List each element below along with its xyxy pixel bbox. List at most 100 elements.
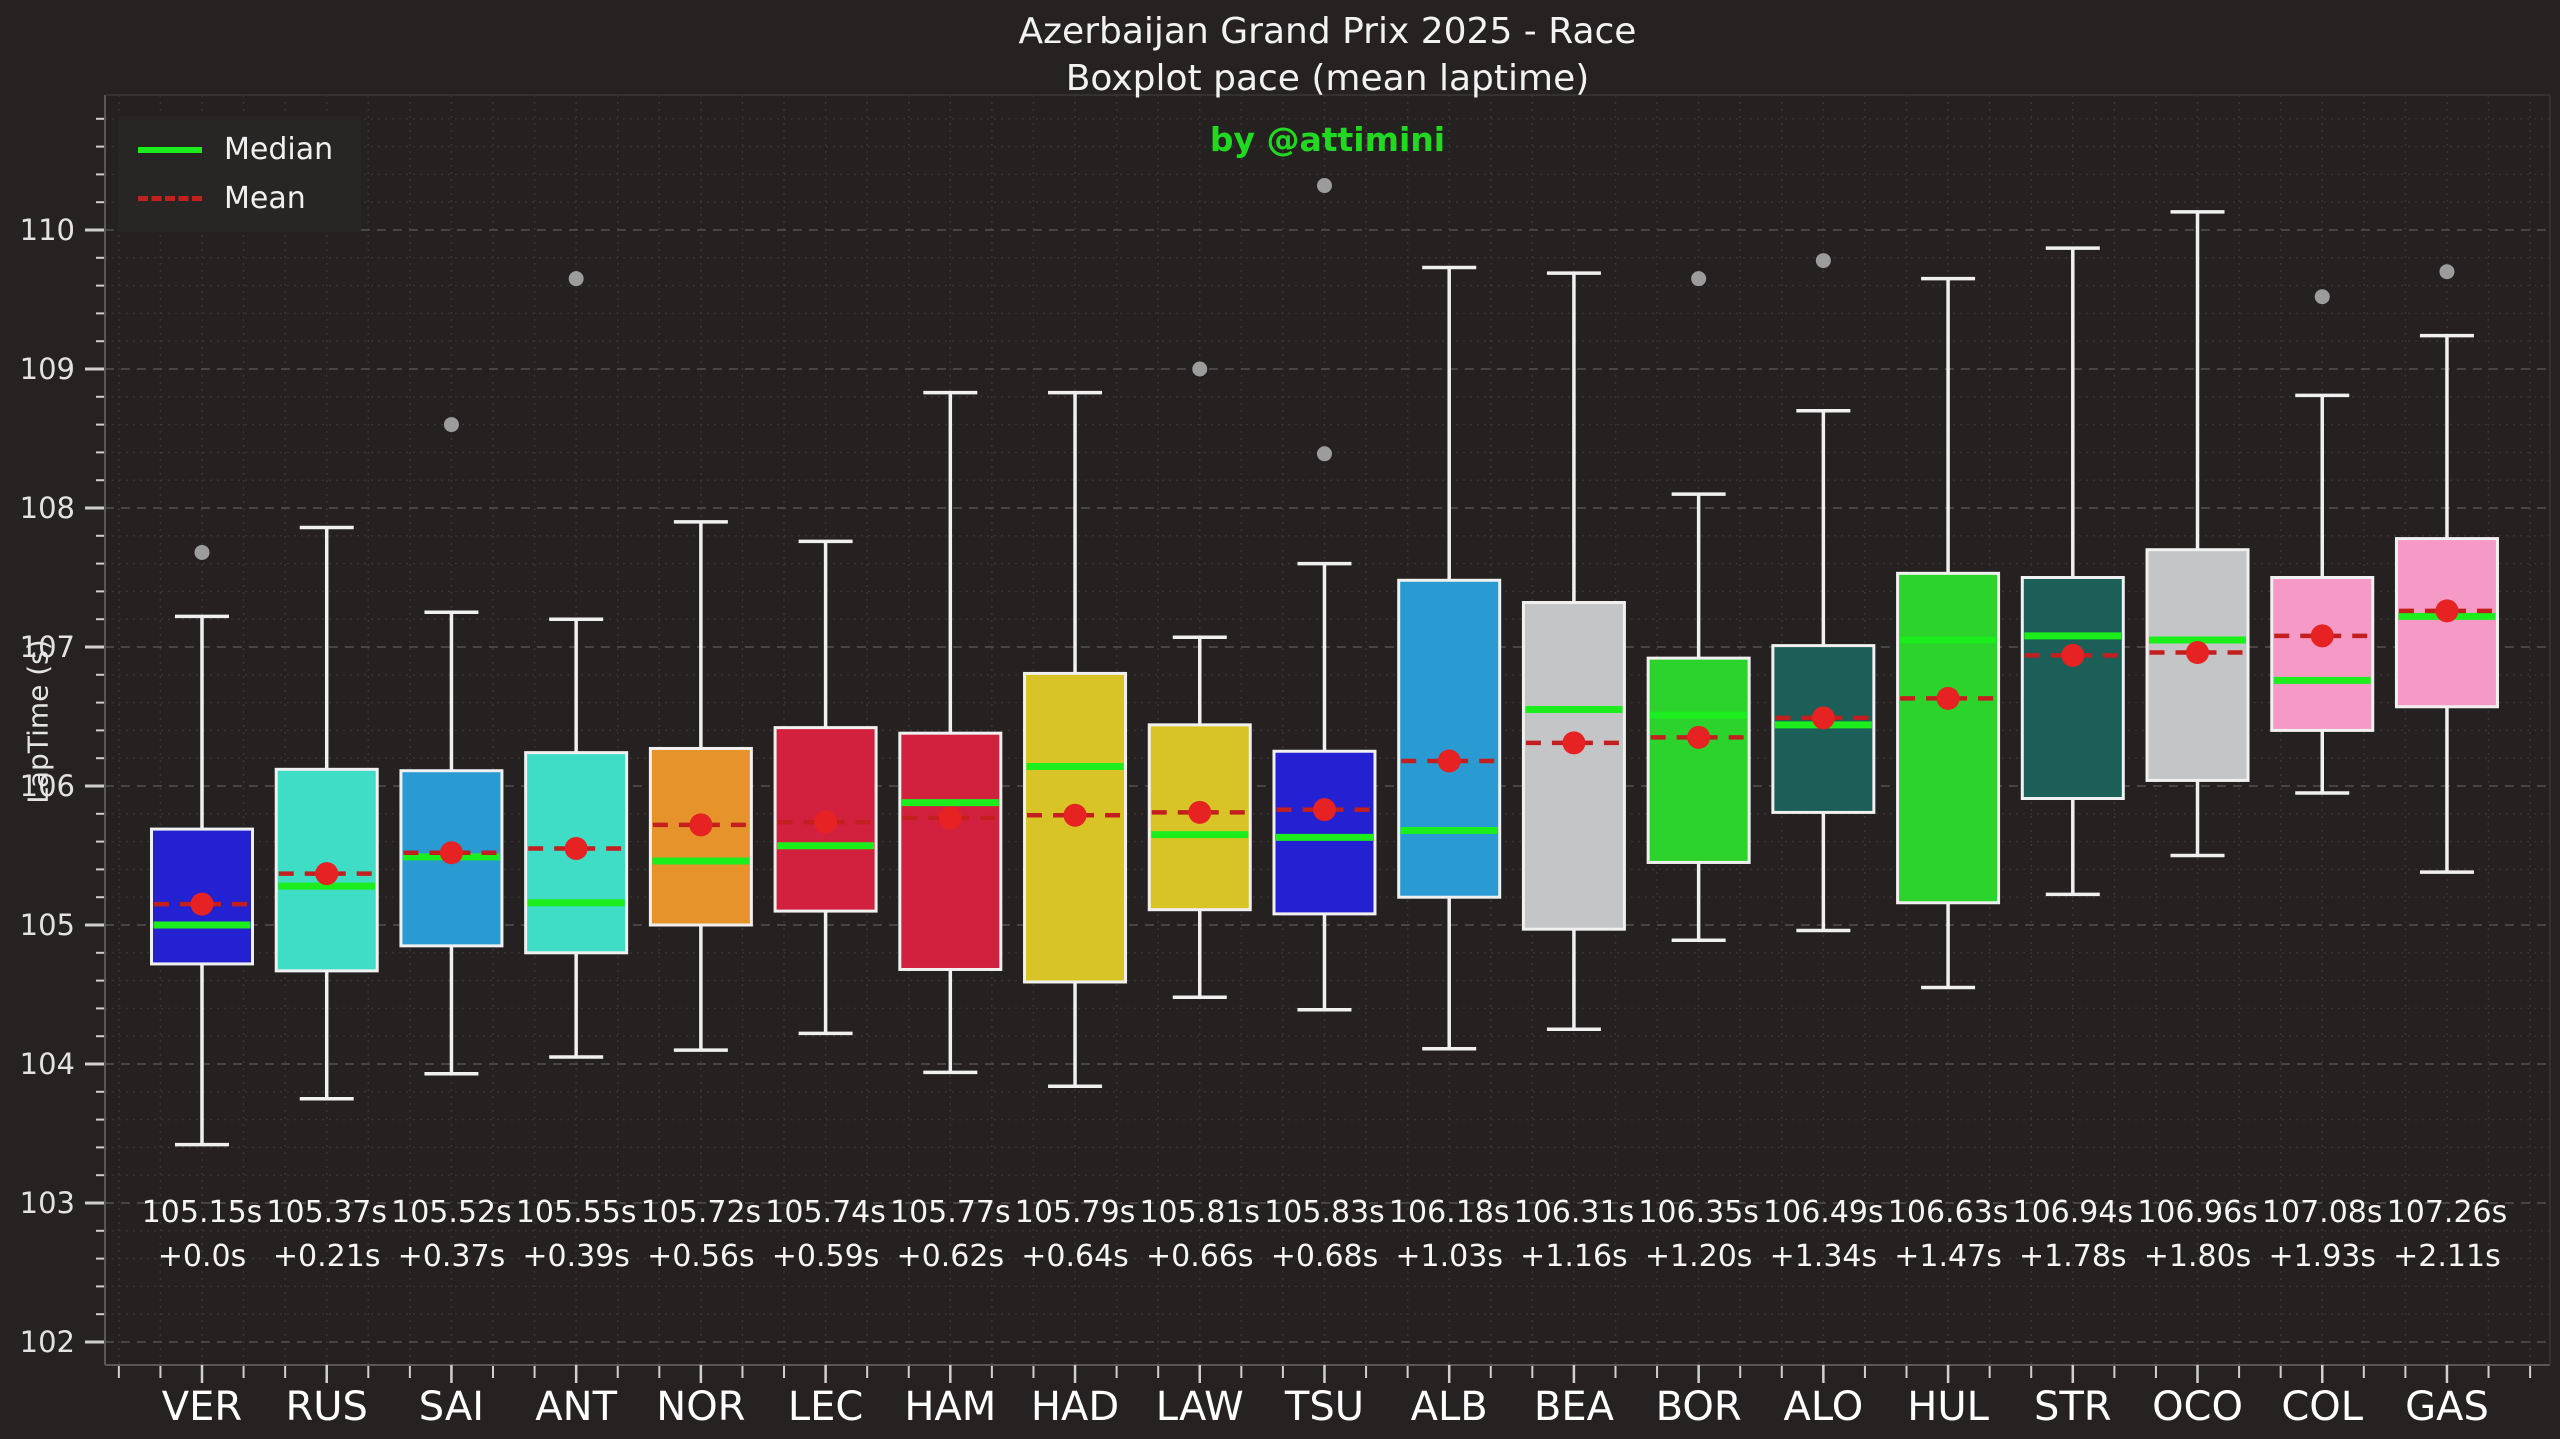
mean-time-label: 106.96s — [2137, 1195, 2258, 1230]
mean-time-label: 105.74s — [765, 1195, 886, 1230]
boxplot-LAW: 105.81s +0.66s LAW — [1139, 361, 1260, 1430]
y-tick-label: 110 — [20, 213, 75, 247]
outlier-point — [1192, 361, 1208, 377]
mean-time-label: 105.15s — [142, 1195, 263, 1230]
boxplot-NOR: 105.72s +0.56s NOR — [641, 520, 762, 1430]
mean-marker — [439, 841, 463, 865]
boxplot-ALO: 106.49s +1.34s ALO — [1763, 253, 1884, 1430]
x-tick-label-LEC: LEC — [788, 1384, 864, 1430]
y-tick-label: 108 — [20, 491, 75, 525]
boxplot-ANT: 105.55s +0.39s ANT — [516, 271, 637, 1430]
mean-marker — [938, 806, 962, 830]
outlier-point — [2314, 289, 2330, 305]
x-tick-label-BEA: BEA — [1534, 1384, 1615, 1430]
mean-marker — [1936, 686, 1960, 710]
mean-marker — [2310, 624, 2334, 648]
mean-marker — [1312, 798, 1336, 822]
delta-time-label: +1.16s — [1520, 1239, 1628, 1274]
mean-time-label: 106.63s — [1888, 1195, 2009, 1230]
mean-marker — [2061, 643, 2085, 667]
legend: Median Mean — [118, 116, 362, 232]
iqr-box — [150, 827, 254, 966]
mean-marker — [1063, 803, 1087, 827]
y-tick-label: 105 — [20, 908, 75, 942]
mean-marker — [190, 892, 214, 916]
boxplot-STR: 106.94s +1.78s STR — [2012, 246, 2133, 1430]
x-tick-label-ALB: ALB — [1411, 1384, 1488, 1430]
mean-time-label: 105.52s — [391, 1195, 512, 1230]
mean-marker — [1811, 706, 1835, 730]
mean-time-label: 106.49s — [1763, 1195, 1884, 1230]
chart-title-line1: Azerbaijan Grand Prix 2025 - Race — [1018, 11, 1637, 52]
x-tick-label-OCO: OCO — [2152, 1384, 2243, 1430]
chart-subtitle: by @attimini — [1209, 120, 1446, 159]
mean-marker — [689, 813, 713, 837]
delta-time-label: +0.59s — [772, 1239, 880, 1274]
median-line-icon — [138, 146, 202, 153]
x-tick-label-GAS: GAS — [2405, 1384, 2489, 1430]
y-tick-label: 109 — [20, 352, 75, 386]
mean-marker — [315, 862, 339, 886]
mean-time-label: 105.81s — [1139, 1195, 1260, 1230]
mean-time-label: 105.79s — [1015, 1195, 1136, 1230]
mean-time-label: 105.55s — [516, 1195, 637, 1230]
boxplot-HUL: 106.63s +1.47s HUL — [1888, 276, 2009, 1430]
outlier-point — [1316, 446, 1332, 462]
x-tick-label-VER: VER — [162, 1384, 242, 1430]
iqr-box — [898, 731, 1003, 971]
delta-time-label: +1.78s — [2019, 1239, 2127, 1274]
x-tick-label-LAW: LAW — [1156, 1384, 1244, 1430]
x-tick-label-HAD: HAD — [1031, 1384, 1119, 1430]
x-tick-label-STR: STR — [2034, 1384, 2112, 1430]
mean-time-label: 105.83s — [1264, 1195, 1385, 1230]
x-tick-label-TSU: TSU — [1284, 1384, 1364, 1430]
delta-time-label: +1.93s — [2268, 1239, 2376, 1274]
iqr-box — [2270, 576, 2375, 732]
mean-time-label: 105.72s — [641, 1195, 762, 1230]
mean-time-label: 107.08s — [2262, 1195, 2383, 1230]
delta-time-label: +0.0s — [158, 1239, 246, 1274]
delta-time-label: +1.34s — [1770, 1239, 1878, 1274]
boxplot-COL: 107.08s +1.93s COL — [2262, 289, 2383, 1430]
boxplot-GAS: 107.26s +2.11s GAS — [2387, 264, 2507, 1430]
mean-marker — [2186, 641, 2210, 665]
x-tick-label-HUL: HUL — [1907, 1384, 1989, 1430]
x-tick-label-HAM: HAM — [904, 1384, 996, 1430]
boxplot-BEA: 106.31s +1.16s BEA — [1514, 271, 1634, 1430]
iqr-box — [648, 746, 753, 927]
outlier-point — [568, 271, 584, 287]
outlier-point — [443, 417, 459, 433]
x-tick-label-ANT: ANT — [535, 1384, 617, 1430]
delta-time-label: +1.80s — [2144, 1239, 2252, 1274]
y-tick-label: 103 — [20, 1186, 75, 1220]
delta-time-label: +0.37s — [398, 1239, 506, 1274]
boxplot-SAI: 105.52s +0.37s SAI — [391, 417, 512, 1430]
y-tick-label: 102 — [20, 1325, 75, 1359]
iqr-box — [2020, 576, 2125, 801]
boxplot-LEC: 105.74s +0.59s LEC — [765, 539, 886, 1430]
x-tick-label-RUS: RUS — [285, 1384, 367, 1430]
boxplot-BOR: 106.35s +1.20s BOR — [1638, 271, 1759, 1430]
chart-title-line2: Boxplot pace (mean laptime) — [1065, 58, 1590, 99]
iqr-box — [1397, 578, 1502, 899]
mean-marker — [1687, 725, 1711, 749]
outlier-point — [1691, 271, 1707, 287]
delta-time-label: +0.21s — [273, 1239, 381, 1274]
iqr-box — [1646, 656, 1751, 864]
x-tick-label-ALO: ALO — [1784, 1384, 1864, 1430]
mean-marker — [1188, 800, 1212, 824]
mean-time-label: 105.77s — [890, 1195, 1011, 1230]
boxplot-VER: 105.15s +0.0s VER — [142, 544, 263, 1430]
x-tick-label-SAI: SAI — [419, 1384, 484, 1430]
boxplot-ALB: 106.18s +1.03s ALB — [1389, 265, 1510, 1430]
iqr-box — [1521, 601, 1626, 931]
legend-label-mean: Mean — [224, 181, 306, 216]
outlier-point — [1316, 178, 1332, 194]
y-tick-label: 104 — [20, 1047, 75, 1081]
outlier-point — [2439, 264, 2455, 280]
boxplot-HAM: 105.77s +0.62s HAM — [890, 390, 1011, 1430]
chart-title: Azerbaijan Grand Prix 2025 - Race Boxplo… — [105, 8, 2550, 102]
legend-item-median: Median — [138, 132, 333, 167]
boxplot-TSU: 105.83s +0.68s TSU — [1264, 178, 1385, 1430]
